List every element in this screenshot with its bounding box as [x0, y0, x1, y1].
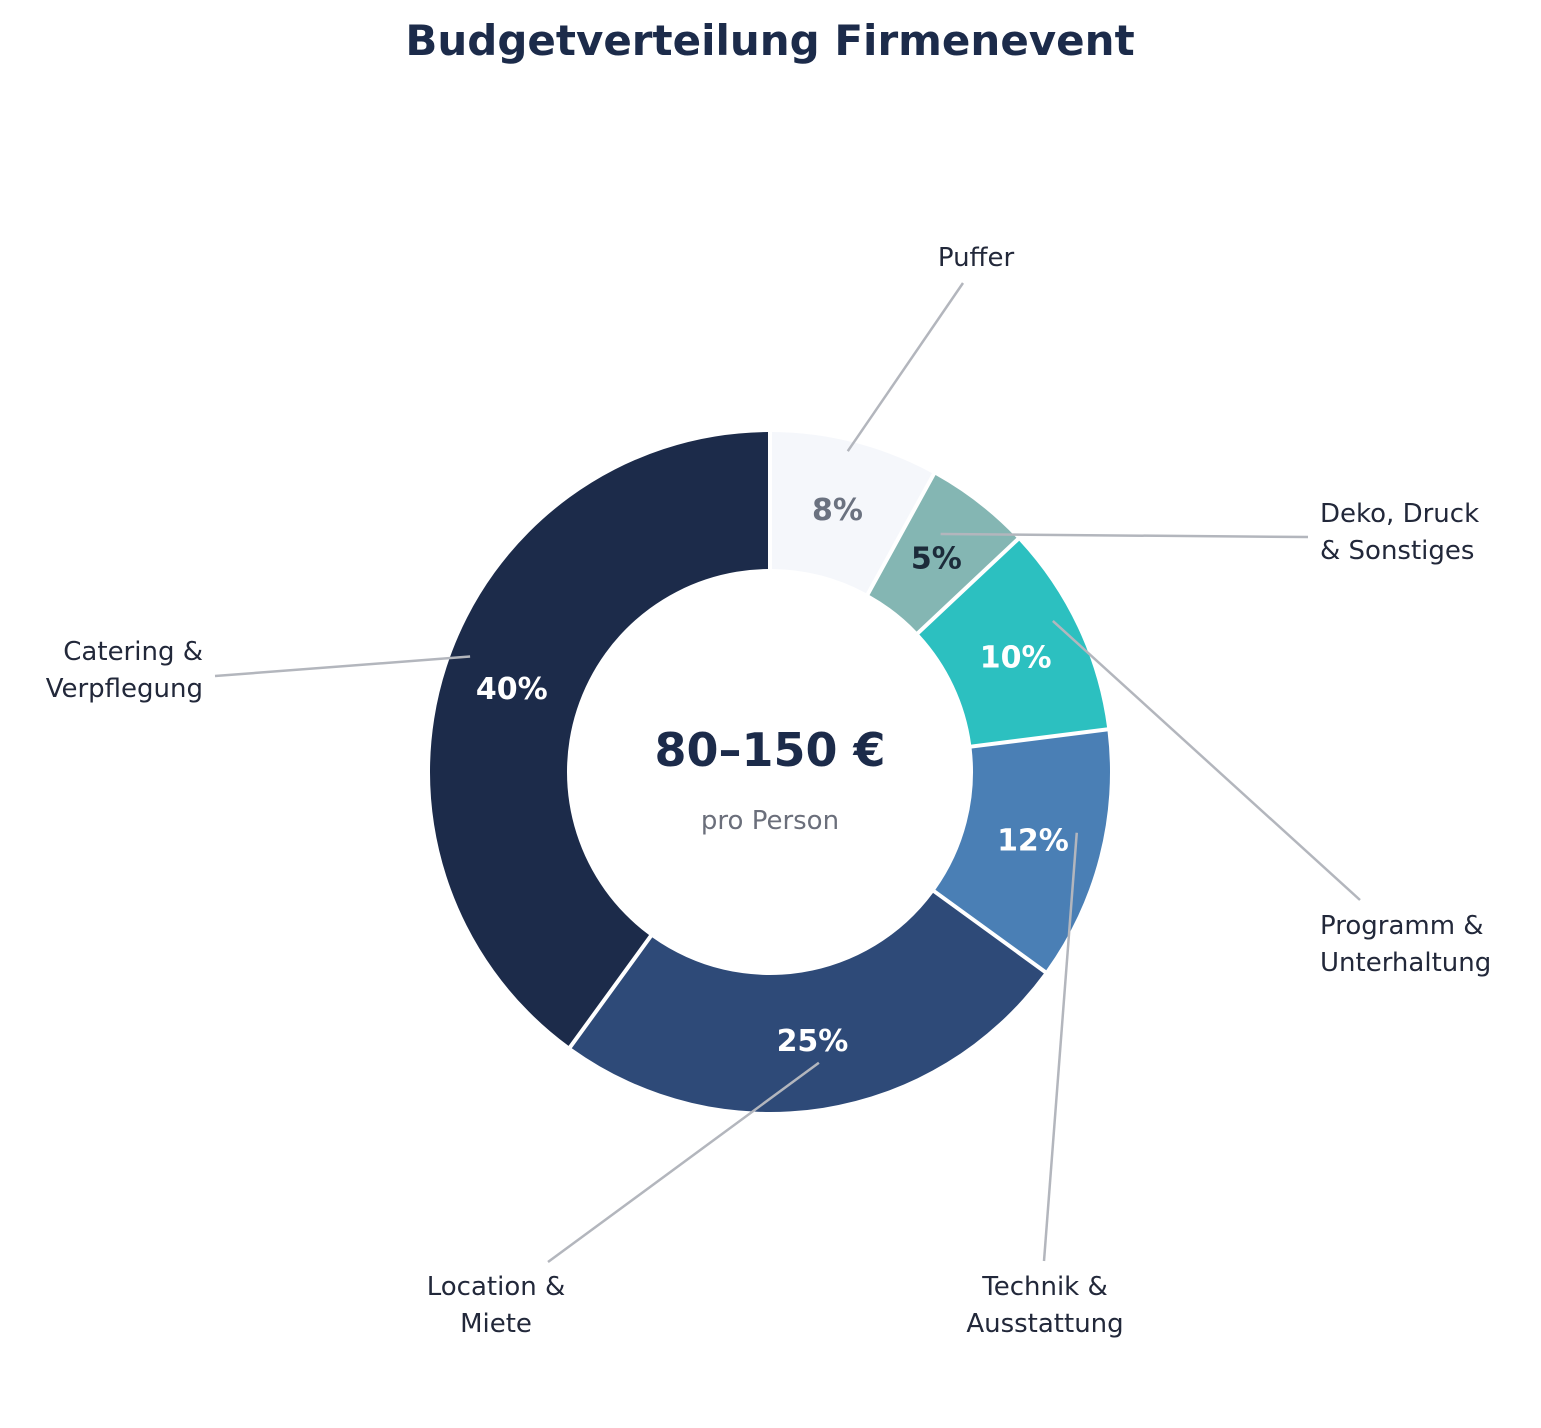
percentage-label-programm-unterhaltung: 10%: [980, 640, 1052, 675]
category-labels: Puffer Deko, Druck & Sonstiges Programm & Un…: [46, 243, 1492, 1339]
leader-line-location-miete: [547, 1061, 820, 1264]
leader-line-programm-unterhaltung: [1052, 619, 1361, 901]
slice-technik-ausstattung: [935, 731, 1110, 971]
category-label-deko-druck-sonstiges: Deko, Druck & Sonstiges: [1320, 499, 1479, 566]
category-label-line: Ausstattung: [966, 1309, 1123, 1339]
leader-line-deko-druck-sonstiges: [940, 532, 1309, 539]
slice-location-miete: [571, 892, 1044, 1113]
category-label-catering-verpflegung: Catering & Verpflegung: [46, 637, 203, 704]
slice-catering-verpflegung: [429, 432, 769, 1046]
category-label-line: Puffer: [938, 243, 1015, 273]
center-value: 80–150 €: [654, 723, 885, 777]
category-label-location-miete: Location & Miete: [427, 1272, 566, 1339]
slice-programm-unterhaltung: [919, 540, 1108, 745]
leader-line-catering-verpflegung: [214, 655, 471, 678]
category-label-line: Miete: [460, 1309, 532, 1339]
slice-puffer: [771, 432, 933, 594]
chart-title: Budgetverteilung Firmenevent: [405, 16, 1134, 65]
category-label-line: Technik &: [981, 1272, 1108, 1302]
leader-line-puffer: [846, 282, 965, 452]
category-label-line: Catering &: [63, 637, 203, 667]
percentage-label-deko-druck-sonstiges: 5%: [911, 541, 962, 576]
percentage-label-catering-verpflegung: 40%: [476, 672, 548, 707]
category-label-programm-unterhaltung: Programm & Unterhaltung: [1320, 911, 1491, 978]
center-subtitle: pro Person: [701, 806, 839, 836]
leader-lines: [214, 282, 1361, 1264]
percentage-label-technik-ausstattung: 12%: [997, 824, 1069, 859]
category-label-line: Verpflegung: [46, 674, 203, 704]
category-label-line: Deko, Druck: [1320, 499, 1479, 529]
percentage-label-location-miete: 25%: [777, 1024, 849, 1059]
donut-slices: [429, 432, 1110, 1113]
slice-deko-druck-sonstiges: [869, 475, 1017, 632]
category-label-puffer: Puffer: [938, 243, 1015, 273]
percentage-labels: 8% 5% 10% 12% 25% 40%: [476, 493, 1069, 1059]
category-label-line: Programm &: [1320, 911, 1484, 941]
category-label-technik-ausstattung: Technik & Ausstattung: [966, 1272, 1123, 1339]
category-label-line: Unterhaltung: [1320, 948, 1491, 978]
category-label-line: Location &: [427, 1272, 566, 1302]
category-label-line: & Sonstiges: [1320, 536, 1474, 566]
percentage-label-puffer: 8%: [812, 493, 863, 528]
leader-line-technik-ausstattung: [1042, 832, 1079, 1262]
